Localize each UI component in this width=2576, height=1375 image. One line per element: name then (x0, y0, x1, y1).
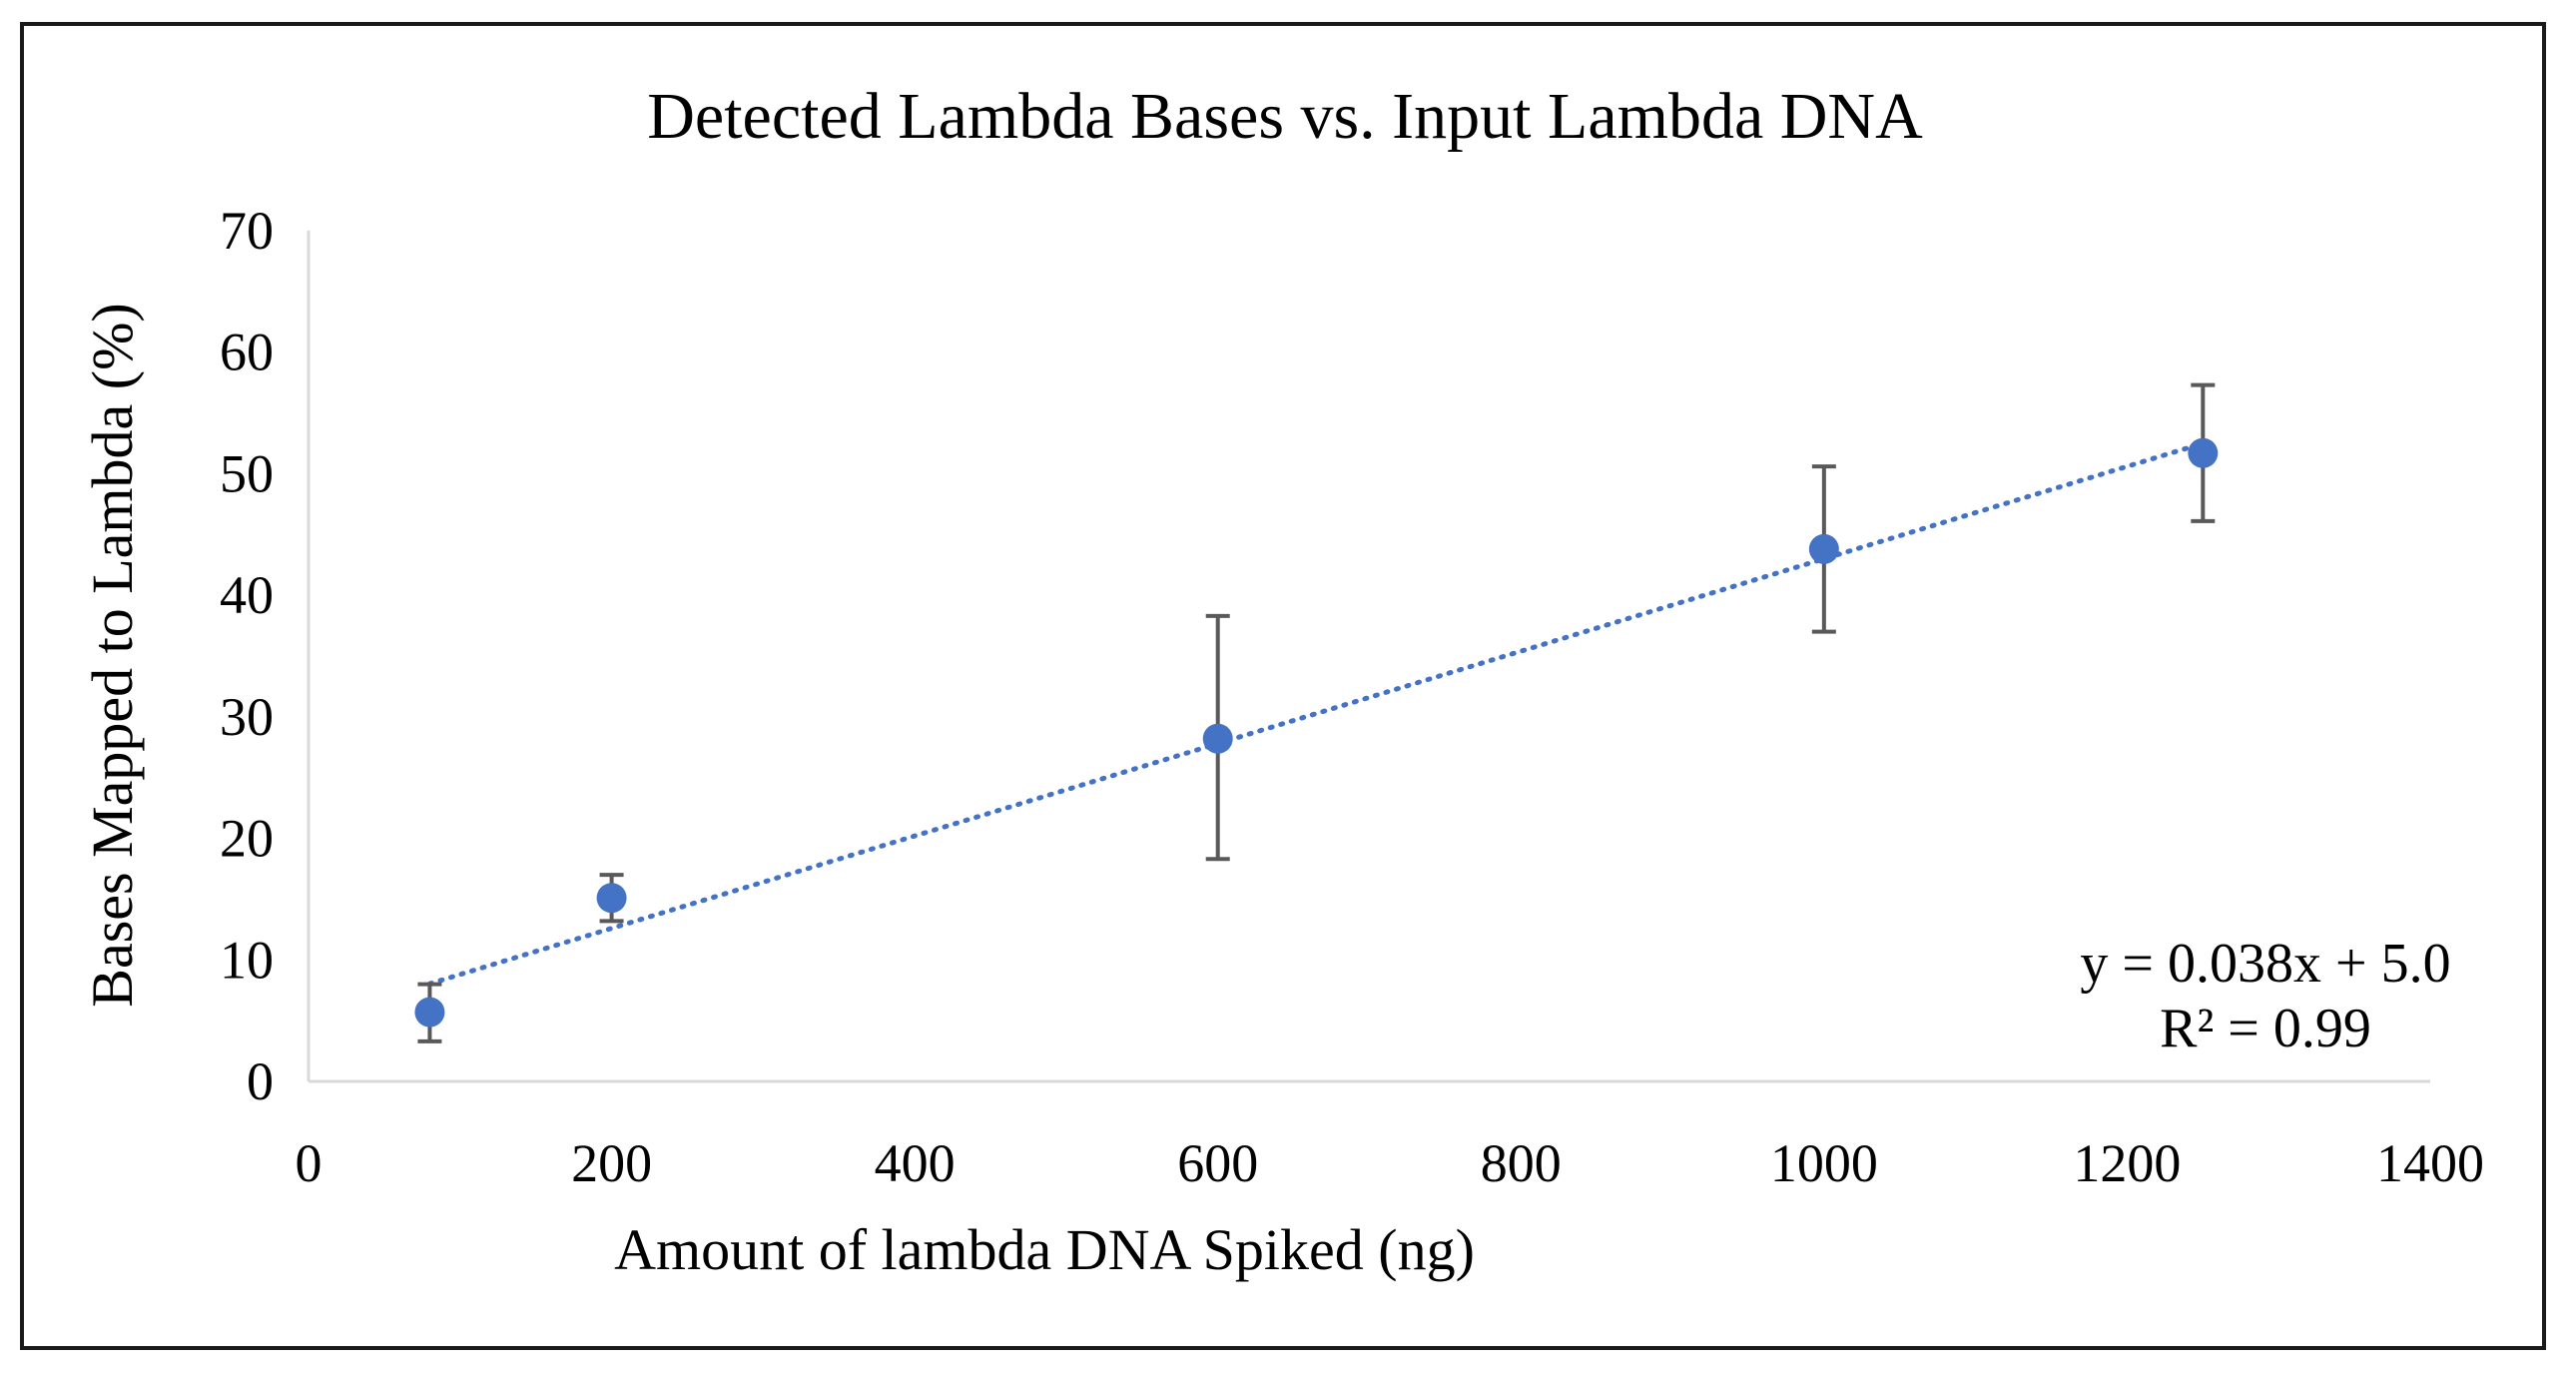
trendline-equation: y = 0.038x + 5.0 (2080, 933, 2450, 995)
y-axis-title: Bases Mapped to Lambda (%) (80, 303, 145, 1007)
x-tick-label: 400 (875, 1133, 956, 1193)
x-tick-label: 1000 (1770, 1133, 1878, 1193)
trendline (426, 440, 2206, 987)
x-tick-label: 800 (1481, 1133, 1562, 1193)
trendline-r-squared: R² = 0.99 (2160, 998, 2371, 1059)
data-point (1202, 723, 1233, 754)
y-tick-label: 10 (220, 930, 274, 990)
y-tick-label: 0 (247, 1051, 274, 1111)
axes (307, 231, 2430, 1083)
x-axis-tick-labels: 0 200 400 600 800 1000 1200 1400 (296, 1133, 2485, 1193)
x-tick-label: 600 (1177, 1133, 1258, 1193)
y-axis-tick-labels: 0 10 20 30 40 50 60 70 (220, 201, 274, 1111)
data-points (414, 437, 2219, 1028)
y-tick-label: 20 (220, 809, 274, 869)
x-tick-label: 1200 (2073, 1133, 2181, 1193)
data-point (414, 997, 445, 1028)
data-point (596, 883, 627, 914)
y-tick-label: 40 (220, 565, 274, 625)
y-tick-label: 30 (220, 687, 274, 747)
chart-title: Detected Lambda Bases vs. Input Lambda D… (647, 80, 1923, 153)
x-tick-label: 0 (296, 1133, 322, 1193)
trendline-layer (426, 440, 2206, 987)
y-tick-label: 60 (220, 323, 274, 382)
x-tick-label: 200 (571, 1133, 652, 1193)
data-point (2188, 437, 2219, 468)
x-tick-label: 1400 (2376, 1133, 2484, 1193)
x-axis-title: Amount of lambda DNA Spiked (ng) (614, 1217, 1475, 1282)
chart-frame: Detected Lambda Bases vs. Input Lambda D… (20, 22, 2546, 1350)
y-tick-label: 50 (220, 443, 274, 503)
scatter-chart: Detected Lambda Bases vs. Input Lambda D… (80, 80, 2485, 1282)
y-tick-label: 70 (220, 201, 274, 261)
data-point (1808, 533, 1839, 564)
